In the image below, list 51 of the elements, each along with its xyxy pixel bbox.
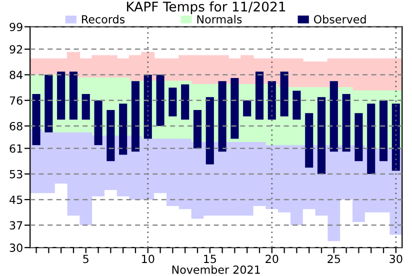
y-tick-label: 92	[10, 45, 22, 54]
bar	[131, 81, 140, 152]
bar	[168, 88, 177, 116]
x-tick-label: 20	[266, 254, 278, 264]
bar	[119, 104, 128, 155]
legend-label: Normals	[197, 14, 242, 24]
bar	[218, 81, 226, 152]
bar	[94, 100, 102, 146]
bar	[106, 110, 115, 162]
bar	[317, 97, 326, 174]
chart-title: KAPF Temps for 11/2021	[127, 1, 286, 14]
bar	[292, 90, 301, 120]
bar	[268, 81, 276, 120]
bar	[193, 110, 202, 148]
x-tick-label: 10	[142, 254, 154, 264]
legend-label: Records	[82, 14, 125, 24]
bar	[354, 113, 363, 162]
bar	[181, 84, 190, 120]
y-tick-label: 45	[10, 196, 22, 204]
x-axis-title: November 2021	[172, 265, 260, 274]
legend-label: Observed	[314, 14, 366, 24]
bar	[280, 72, 288, 116]
bar	[44, 74, 53, 132]
bar	[379, 100, 388, 162]
y-tick-label: 37	[10, 221, 22, 230]
y-tick-label: 99	[10, 22, 22, 32]
bar	[206, 97, 214, 164]
x-tick-label: 15	[204, 254, 216, 264]
x-tick-label: 5	[83, 254, 88, 264]
y-tick-label: 61	[10, 144, 22, 153]
bar	[255, 72, 264, 120]
bar	[330, 81, 338, 152]
bar	[156, 74, 164, 126]
y-tick-label: 30	[10, 244, 22, 252]
y-tick-label: 53	[10, 170, 22, 178]
bar	[69, 72, 78, 120]
bar	[144, 74, 152, 139]
y-tick-label: 76	[10, 96, 22, 105]
y-tick-label: 84	[10, 70, 23, 80]
bar	[82, 94, 90, 120]
x-tick-label: 30	[390, 254, 402, 264]
bar	[367, 104, 376, 174]
bar	[243, 100, 252, 116]
x-tick-label: 25	[328, 254, 340, 264]
bar	[342, 94, 350, 152]
bar	[32, 94, 40, 146]
y-tick-label: 68	[10, 122, 22, 130]
bar	[230, 78, 239, 139]
bar	[305, 113, 314, 168]
bar	[392, 104, 400, 171]
bar	[57, 72, 66, 120]
